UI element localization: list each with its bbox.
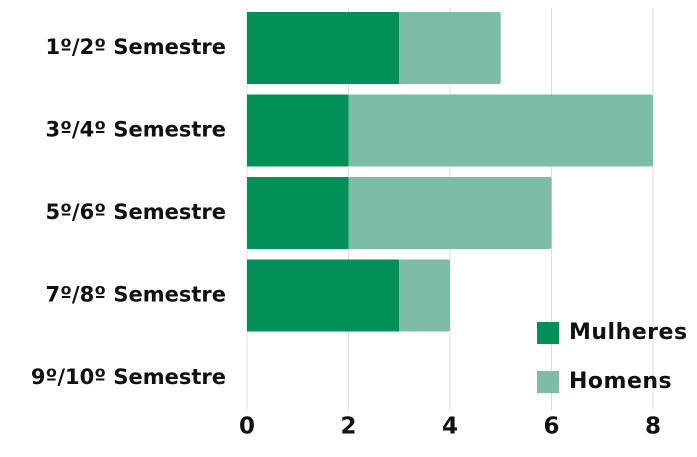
legend-label-mulheres: Mulheres xyxy=(569,320,688,345)
category-labels: 1º/2º Semestre 3º/4º Semestre 5º/6º Semest… xyxy=(31,35,226,389)
legend-swatch-mulheres xyxy=(537,322,559,344)
x-axis-tick-labels: 0 2 4 6 8 xyxy=(239,414,661,440)
legend: Mulheres Homens xyxy=(537,320,688,394)
bar-homens-1 xyxy=(399,12,501,84)
bar-homens-3 xyxy=(348,177,552,249)
x-tick-label: 8 xyxy=(645,414,661,440)
bar-mulheres-4 xyxy=(247,259,400,332)
category-label: 5º/6º Semestre xyxy=(45,200,226,224)
category-label: 1º/2º Semestre xyxy=(45,35,226,59)
bar-mulheres-2 xyxy=(247,94,349,167)
x-tick-label: 2 xyxy=(340,414,356,440)
x-tick-label: 4 xyxy=(442,414,458,440)
bar-mulheres-1 xyxy=(247,12,400,84)
bar-homens-2 xyxy=(348,94,653,167)
category-label: 7º/8º Semestre xyxy=(45,283,226,307)
bars xyxy=(247,12,653,332)
category-label: 9º/10º Semestre xyxy=(31,365,226,389)
legend-swatch-homens xyxy=(537,371,559,393)
legend-label-homens: Homens xyxy=(569,369,672,394)
bar-mulheres-3 xyxy=(247,177,349,249)
x-tick-label: 6 xyxy=(543,414,559,440)
bar-homens-4 xyxy=(399,259,450,332)
category-label: 3º/4º Semestre xyxy=(45,118,226,142)
x-tick-label: 0 xyxy=(239,414,255,440)
